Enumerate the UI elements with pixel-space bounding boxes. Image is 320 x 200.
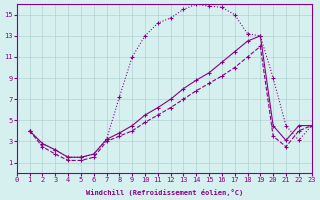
X-axis label: Windchill (Refroidissement éolien,°C): Windchill (Refroidissement éolien,°C) bbox=[85, 189, 243, 196]
